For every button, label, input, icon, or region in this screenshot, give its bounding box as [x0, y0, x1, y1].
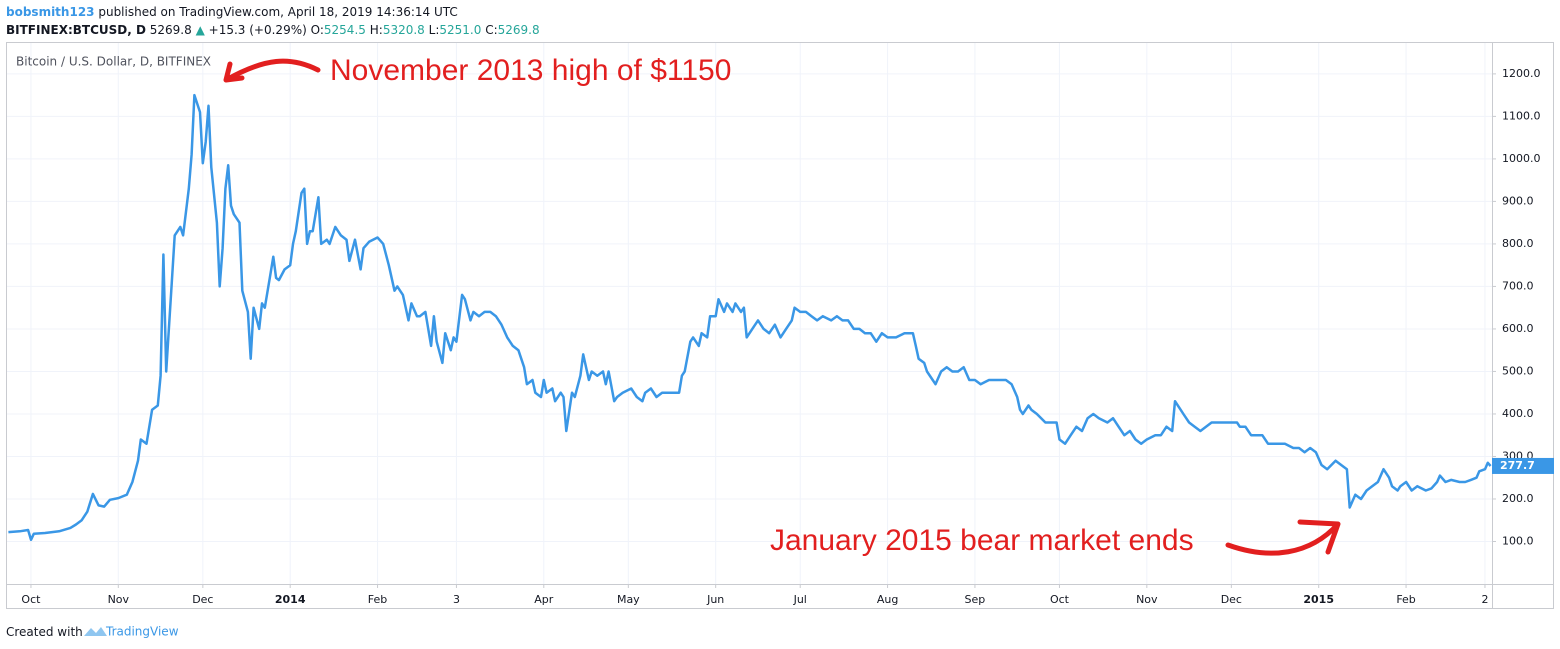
annotation: January 2015 bear market ends: [770, 524, 1194, 557]
symbol-line: BITFINEX:BTCUSD, D 5269.8 ▲ +15.3 (+0.29…: [6, 23, 540, 37]
y-tick-label: 1000.0: [1502, 152, 1541, 165]
x-tick-label: Feb: [1396, 593, 1415, 606]
y-tick-label: 500.0: [1502, 364, 1534, 377]
y-tick-label: 1200.0: [1502, 67, 1541, 80]
tv-logo: [84, 627, 107, 636]
high-label: H:: [370, 23, 383, 37]
x-tick-label: May: [617, 593, 640, 606]
last-price-tag: [1492, 457, 1554, 474]
low-label: L:: [429, 23, 440, 37]
annotation-arrow: [223, 58, 321, 83]
x-tick-label: Jul: [793, 593, 807, 606]
y-tick-label: 200.0: [1502, 492, 1534, 505]
x-tick-label: Apr: [534, 593, 554, 606]
created-with: Created with: [6, 625, 83, 639]
x-tick-label: Dec: [192, 593, 213, 606]
chart-legend: Bitcoin / U.S. Dollar, D, BITFINEX: [16, 55, 211, 69]
x-tick-label: Oct: [1050, 593, 1070, 606]
author[interactable]: bobsmith123: [6, 5, 95, 19]
annotation-arrow: [1225, 519, 1341, 556]
x-tick-label: 2: [1481, 593, 1488, 606]
last-price-label: 277.7: [1500, 459, 1535, 472]
symbol: BITFINEX:BTCUSD, D: [6, 23, 146, 37]
x-tick-label: Nov: [1136, 593, 1158, 606]
y-tick-label: 100.0: [1502, 534, 1534, 547]
x-tick-label: 2014: [275, 593, 306, 606]
x-tick-label: Aug: [877, 593, 898, 606]
x-tick-label: Jun: [706, 593, 724, 606]
y-tick-label: 900.0: [1502, 194, 1534, 207]
annotation: November 2013 high of $1150: [330, 54, 731, 87]
close-label: C:: [485, 23, 497, 37]
publish-line: bobsmith123 published on TradingView.com…: [6, 5, 458, 19]
open: 5254.5: [324, 23, 366, 37]
up-arrow: ▲: [196, 23, 206, 37]
chart-frame: [6, 42, 1554, 609]
plot: [8, 93, 1492, 542]
price-line: [8, 93, 1492, 542]
x-tick-label: Feb: [368, 593, 387, 606]
change: +15.3 (+0.29%): [209, 23, 307, 37]
y-tick-label: 700.0: [1502, 279, 1534, 292]
last: 5269.8: [150, 23, 192, 37]
footer: Created with: [6, 625, 83, 639]
open-label: O:: [311, 23, 324, 37]
axis-labels: 100.0200.0300.0400.0500.0600.0700.0800.0…: [21, 67, 1554, 606]
x-tick-label: Dec: [1221, 593, 1242, 606]
footer-brand[interactable]: TradingView: [105, 625, 179, 639]
x-tick-label: Sep: [965, 593, 986, 606]
high: 5320.8: [383, 23, 425, 37]
published: published on TradingView.com, April 18, …: [98, 5, 457, 19]
x-tick-label: 3: [453, 593, 460, 606]
x-tick-label: 2015: [1303, 593, 1334, 606]
y-tick-label: 400.0: [1502, 407, 1534, 420]
close: 5269.8: [498, 23, 540, 37]
y-tick-label: 600.0: [1502, 322, 1534, 335]
low: 5251.0: [439, 23, 481, 37]
x-tick-label: Oct: [21, 593, 41, 606]
x-tick-label: Nov: [108, 593, 130, 606]
y-tick-label: 800.0: [1502, 237, 1534, 250]
y-tick-label: 1100.0: [1502, 109, 1541, 122]
